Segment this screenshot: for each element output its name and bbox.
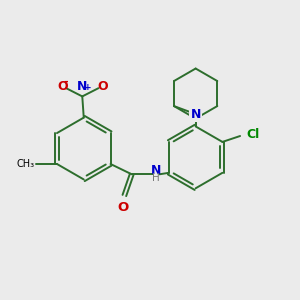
Text: N: N [77, 80, 88, 93]
Text: O: O [97, 80, 108, 93]
Text: O: O [57, 80, 68, 93]
Text: +: + [84, 83, 92, 92]
Text: N: N [190, 108, 201, 121]
Text: O: O [117, 201, 128, 214]
Text: -: - [64, 77, 68, 87]
Text: N: N [151, 164, 161, 177]
Text: H: H [152, 173, 160, 183]
Text: Cl: Cl [246, 128, 259, 141]
Text: N: N [190, 108, 201, 121]
Text: CH₃: CH₃ [17, 159, 35, 169]
